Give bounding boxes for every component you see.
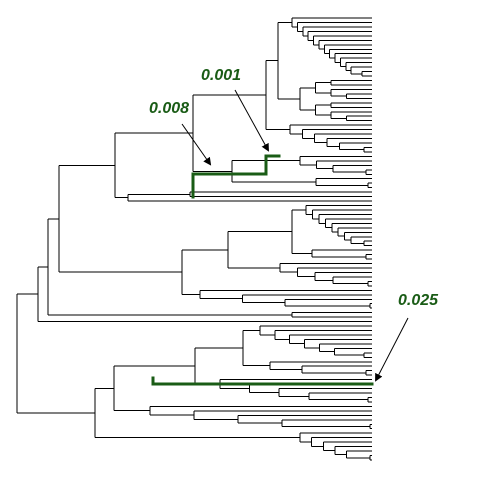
- branch-length-label-0.001: 0.001: [201, 68, 241, 84]
- arrow-0.025: [376, 318, 408, 380]
- arrow-0.001: [235, 90, 268, 150]
- arrow-0.008: [182, 124, 210, 164]
- branch-length-label-0.025: 0.025: [398, 293, 438, 309]
- tree-edges: [17, 18, 372, 460]
- branch-length-label-0.008: 0.008: [149, 101, 189, 117]
- highlighted-branches: [153, 156, 372, 384]
